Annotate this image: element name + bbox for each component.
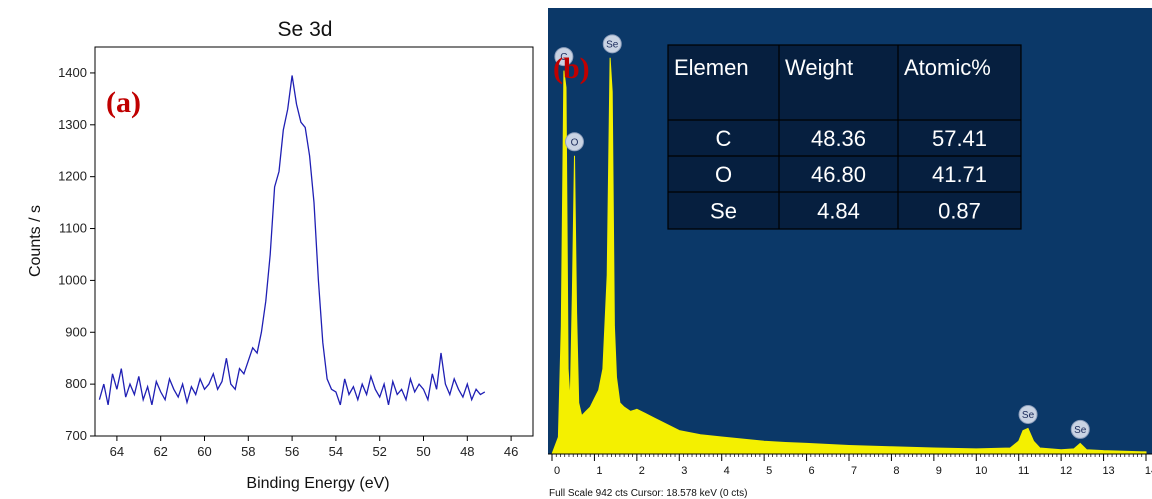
eds-x-tick-label: 0 (554, 465, 560, 477)
eds-table-cell: 0.87 (938, 199, 981, 224)
eds-peak-marker: Se (1070, 419, 1090, 439)
eds-peak-label: C (560, 52, 567, 63)
eds-peak-label: Se (1022, 410, 1035, 421)
xps-x-tick-label: 50 (416, 444, 430, 459)
xps-y-tick-label: 900 (65, 324, 87, 339)
eds-table-cell: 48.36 (811, 126, 866, 151)
eds-table-header-cell: Elemen (674, 55, 749, 80)
eds-x-tick-label: 1 (596, 465, 602, 477)
eds-peak-label: Se (1074, 425, 1087, 436)
eds-x-tick-label: 12 (1060, 465, 1072, 477)
eds-x-tick-label: 10 (975, 465, 987, 477)
eds-peak-badge (1070, 419, 1090, 439)
xps-y-tick-label: 800 (65, 376, 87, 391)
xps-x-tick-label: 56 (285, 444, 299, 459)
eds-peak-marker: Se (1018, 404, 1038, 424)
eds-table-header-cell: Atomic% (904, 55, 991, 80)
eds-x-tick-label: 11 (1018, 465, 1029, 477)
xps-y-tick-label: 1100 (59, 221, 87, 236)
xps-y-axis-label: Counts / s (27, 205, 44, 277)
eds-table-cell: 57.41 (932, 126, 987, 151)
xps-y-tick-label: 1400 (58, 65, 87, 80)
xps-x-tick-label: 48 (460, 444, 474, 459)
eds-x-tick-label: 9 (936, 465, 942, 477)
xps-x-axis-label: Binding Energy (eV) (246, 475, 389, 492)
xps-x-tick-label: 58 (241, 444, 255, 459)
eds-x-tick-label: 2 (639, 465, 645, 477)
eds-peak-label: O (571, 137, 579, 148)
xps-y-tick-label: 1200 (58, 169, 87, 184)
xps-y-tick-label: 1300 (58, 117, 87, 132)
xps-x-tick-label: 52 (372, 444, 386, 459)
eds-footer-status: Full Scale 942 cts Cursor: 18.578 keV (0… (549, 488, 747, 499)
eds-table-cell: 4.84 (817, 199, 860, 224)
eds-panel-label: (b) (553, 52, 590, 85)
eds-table-cell: Se (710, 199, 737, 224)
eds-composition-table: Elemen Weight Atomic% C 48.36 57.41 O 46.80 41.7… (667, 44, 1022, 230)
eds-table-cell: O (715, 162, 732, 187)
eds-x-tick-label: 13 (1102, 465, 1114, 477)
xps-x-tick-label: 54 (329, 444, 343, 459)
eds-table-cell: 41.71 (932, 162, 987, 187)
xps-x-ticks: 64 62 60 58 56 54 52 50 48 46 (110, 436, 518, 459)
eds-x-tick-label: 8 (893, 465, 899, 477)
xps-chart: Se 3d (a) 64 62 60 58 56 54 52 50 48 46 700 800 900… (27, 18, 534, 492)
eds-x-tick-label: 5 (766, 465, 772, 477)
eds-peak-badge (1018, 404, 1038, 424)
eds-peak-marker: C (554, 47, 574, 67)
xps-title: Se 3d (278, 18, 333, 41)
eds-peak-label: Se (606, 39, 619, 50)
xps-x-tick-label: 60 (197, 444, 211, 459)
eds-x-ticks: 01234567891011121314 (551, 454, 1152, 477)
xps-y-ticks: 700 800 900 1000 1100 1200 1300 1400 (58, 65, 95, 443)
eds-x-tick-label: 7 (851, 465, 857, 477)
eds-table-cell: C (716, 126, 732, 151)
eds-x-tick-label: 4 (724, 465, 730, 477)
xps-y-tick-label: 700 (65, 428, 87, 443)
eds-peak-marker: Se (602, 34, 622, 54)
eds-peak-badge (564, 132, 584, 152)
eds-x-tick-label: 14 (1145, 465, 1152, 477)
eds-table-header-cell: Weight (785, 55, 853, 80)
xps-x-tick-label: 64 (110, 444, 124, 459)
eds-x-tick-label: 6 (809, 465, 815, 477)
xps-plot-frame (94, 46, 534, 437)
xps-se3d-line (98, 75, 486, 406)
eds-spectrum-area (551, 57, 1147, 455)
xps-panel-label: (a) (106, 86, 141, 119)
xps-y-tick-label: 1000 (58, 272, 87, 287)
xps-x-tick-label: 62 (153, 444, 167, 459)
eds-peak-badge (602, 34, 622, 54)
eds-table-cell: 46.80 (811, 162, 866, 187)
eds-peak-marker: O (564, 132, 584, 152)
xps-x-tick-label: 46 (504, 444, 518, 459)
eds-x-tick-label: 3 (681, 465, 687, 477)
eds-peak-badge (554, 47, 574, 67)
eds-table-frame (667, 44, 1022, 230)
